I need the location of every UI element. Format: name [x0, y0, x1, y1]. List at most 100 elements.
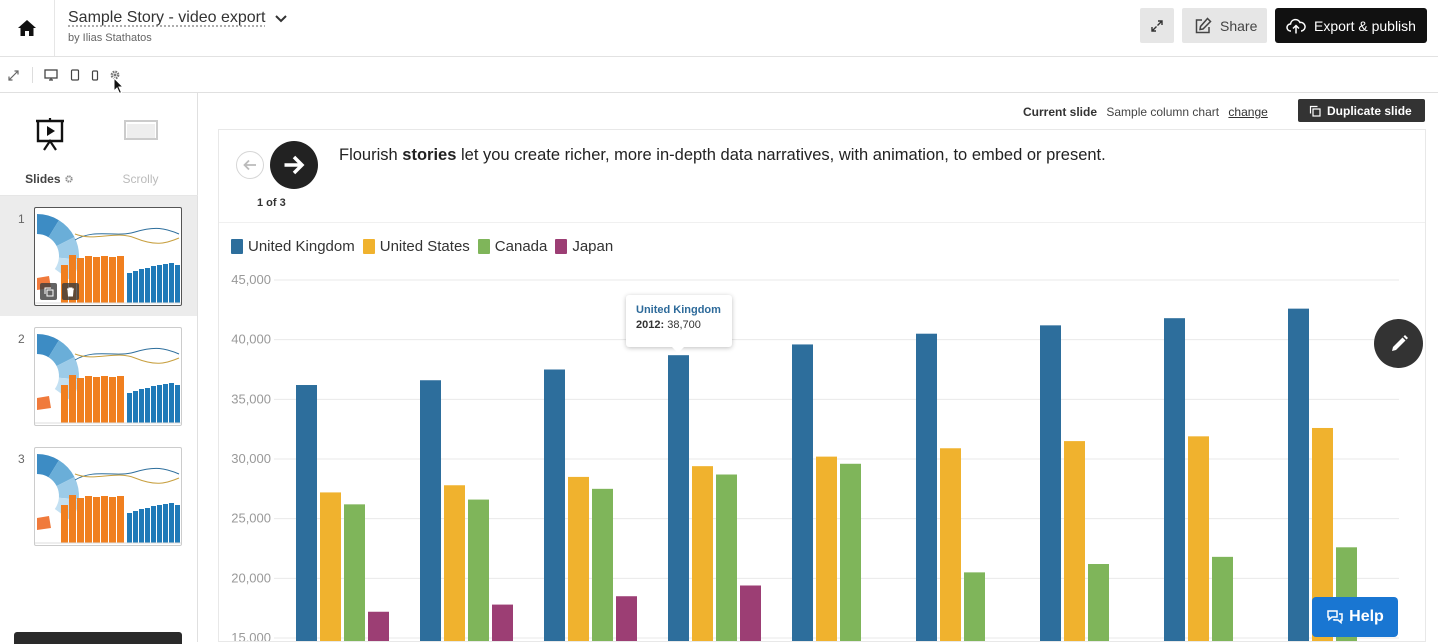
bar-japan: [616, 596, 637, 641]
thumb-bar: [169, 263, 174, 303]
gear-icon[interactable]: [64, 174, 74, 184]
bar-japan: [492, 604, 513, 641]
legend-item[interactable]: United Kingdom: [231, 238, 355, 255]
thumb-bar: [157, 505, 162, 543]
share-label: Share: [1220, 17, 1258, 34]
bar-united-kingdom: [544, 369, 565, 641]
slide-list: 1 2 3: [0, 195, 198, 546]
y-tick-label: 30,000: [231, 451, 271, 466]
slide-number: 3: [18, 452, 25, 466]
bar-japan: [740, 585, 761, 641]
thumb-bar: [117, 256, 124, 303]
current-slide-info: Current slide Sample column chart change: [1023, 105, 1268, 119]
bar-united-kingdom: [668, 355, 689, 641]
slide-thumbnail-2[interactable]: 2: [0, 316, 197, 436]
author-byline: by Ilias Stathatos: [68, 32, 152, 44]
chevron-down-icon[interactable]: [274, 12, 288, 26]
slide-preview: [34, 327, 182, 426]
home-button[interactable]: [0, 0, 55, 56]
export-publish-button[interactable]: Export & publish: [1275, 8, 1427, 43]
delete-slide-icon[interactable]: [62, 283, 79, 300]
legend-item[interactable]: Japan: [555, 238, 613, 255]
desktop-icon[interactable]: [44, 68, 58, 82]
thumb-bar: [151, 386, 156, 423]
edit-slide-button[interactable]: [1374, 319, 1423, 368]
chat-bubbles-icon: [1327, 610, 1343, 625]
export-publish-label: Export & publish: [1314, 17, 1416, 34]
thumb-bar: [61, 505, 68, 543]
thumb-line: [74, 233, 180, 244]
thumb-bar: [109, 497, 116, 543]
current-slide-label: Current slide: [1023, 105, 1098, 119]
thumb-bar: [145, 268, 150, 303]
legend-swatch: [477, 239, 490, 254]
bar-united-kingdom: [1288, 308, 1309, 641]
bar-united-states: [444, 485, 465, 641]
story-preview-frame: 1 of 3 Flourish stories let you create r…: [218, 129, 1426, 642]
mobile-icon[interactable]: [88, 68, 102, 82]
resize-icon[interactable]: [6, 68, 20, 82]
thumb-line: [74, 347, 180, 361]
thumb-bar: [77, 498, 84, 543]
bar-united-states: [940, 448, 961, 641]
bar-united-states: [1312, 427, 1333, 641]
bar-canada: [1212, 556, 1233, 641]
duplicate-slide-label: Duplicate slide: [1327, 103, 1412, 118]
legend-item[interactable]: Canada: [477, 238, 548, 255]
slide-thumbnail-1[interactable]: 1: [0, 196, 197, 316]
thumb-bar: [127, 393, 132, 423]
settings-gear-icon[interactable]: [108, 68, 122, 82]
mode-slides[interactable]: Slides: [0, 93, 99, 195]
thumb-bar: [175, 265, 180, 303]
thumb-bar: [109, 377, 116, 423]
thumb-bar: [157, 385, 162, 423]
legend-label: United Kingdom: [248, 238, 355, 255]
toolbar-divider: [32, 67, 33, 83]
previous-slide-button[interactable]: [236, 151, 264, 179]
legend-swatch: [231, 239, 243, 254]
y-tick-label: 25,000: [231, 511, 271, 526]
thumb-bar: [93, 377, 100, 423]
thumb-bar: [139, 269, 144, 303]
bar-united-kingdom: [420, 380, 441, 641]
bar-canada: [1088, 564, 1109, 641]
fullscreen-button[interactable]: [1140, 8, 1174, 43]
story-title[interactable]: Sample Story - video export: [68, 9, 266, 26]
thumb-bar: [127, 513, 132, 543]
thumb-radial-segment: [37, 396, 51, 410]
home-icon: [18, 20, 36, 36]
pencil-icon: [1391, 334, 1408, 351]
tablet-icon[interactable]: [68, 68, 82, 82]
preview-toolbar: [0, 57, 1438, 93]
bar-united-states: [1064, 441, 1085, 641]
bar-canada: [344, 504, 365, 641]
change-slide-link[interactable]: change: [1228, 105, 1268, 119]
thumb-line: [74, 467, 180, 481]
thumb-bar: [69, 375, 76, 423]
thumb-bar: [157, 265, 162, 303]
duplicate-slide-button[interactable]: Duplicate slide: [1298, 99, 1425, 122]
add-slide-button[interactable]: [14, 632, 182, 644]
arrow-right-icon: [284, 155, 305, 175]
pencil-square-icon: [1195, 16, 1212, 33]
thumb-bar: [117, 376, 124, 423]
legend-item[interactable]: United States: [362, 238, 470, 255]
legend-label: Canada: [494, 238, 548, 255]
mode-scrolly[interactable]: Scrolly: [91, 93, 190, 195]
thumb-bar: [169, 503, 174, 543]
duplicate-slide-icon[interactable]: [40, 283, 57, 300]
next-slide-button[interactable]: [270, 141, 318, 189]
bar-united-kingdom: [1040, 325, 1061, 641]
share-button[interactable]: Share: [1182, 8, 1267, 43]
thumb-bar: [85, 496, 92, 543]
presentation-icon: [35, 118, 64, 151]
slide-thumbnail-3[interactable]: 3: [0, 436, 197, 556]
cloud-upload-icon: [1286, 18, 1306, 33]
thumb-bar: [77, 378, 84, 423]
thumb-bar: [163, 384, 168, 423]
y-tick-label: 35,000: [231, 391, 271, 406]
bar-united-states: [692, 466, 713, 641]
help-button[interactable]: Help: [1312, 597, 1398, 637]
bar-united-states: [568, 476, 589, 641]
current-slide-value: Sample column chart: [1106, 105, 1220, 119]
